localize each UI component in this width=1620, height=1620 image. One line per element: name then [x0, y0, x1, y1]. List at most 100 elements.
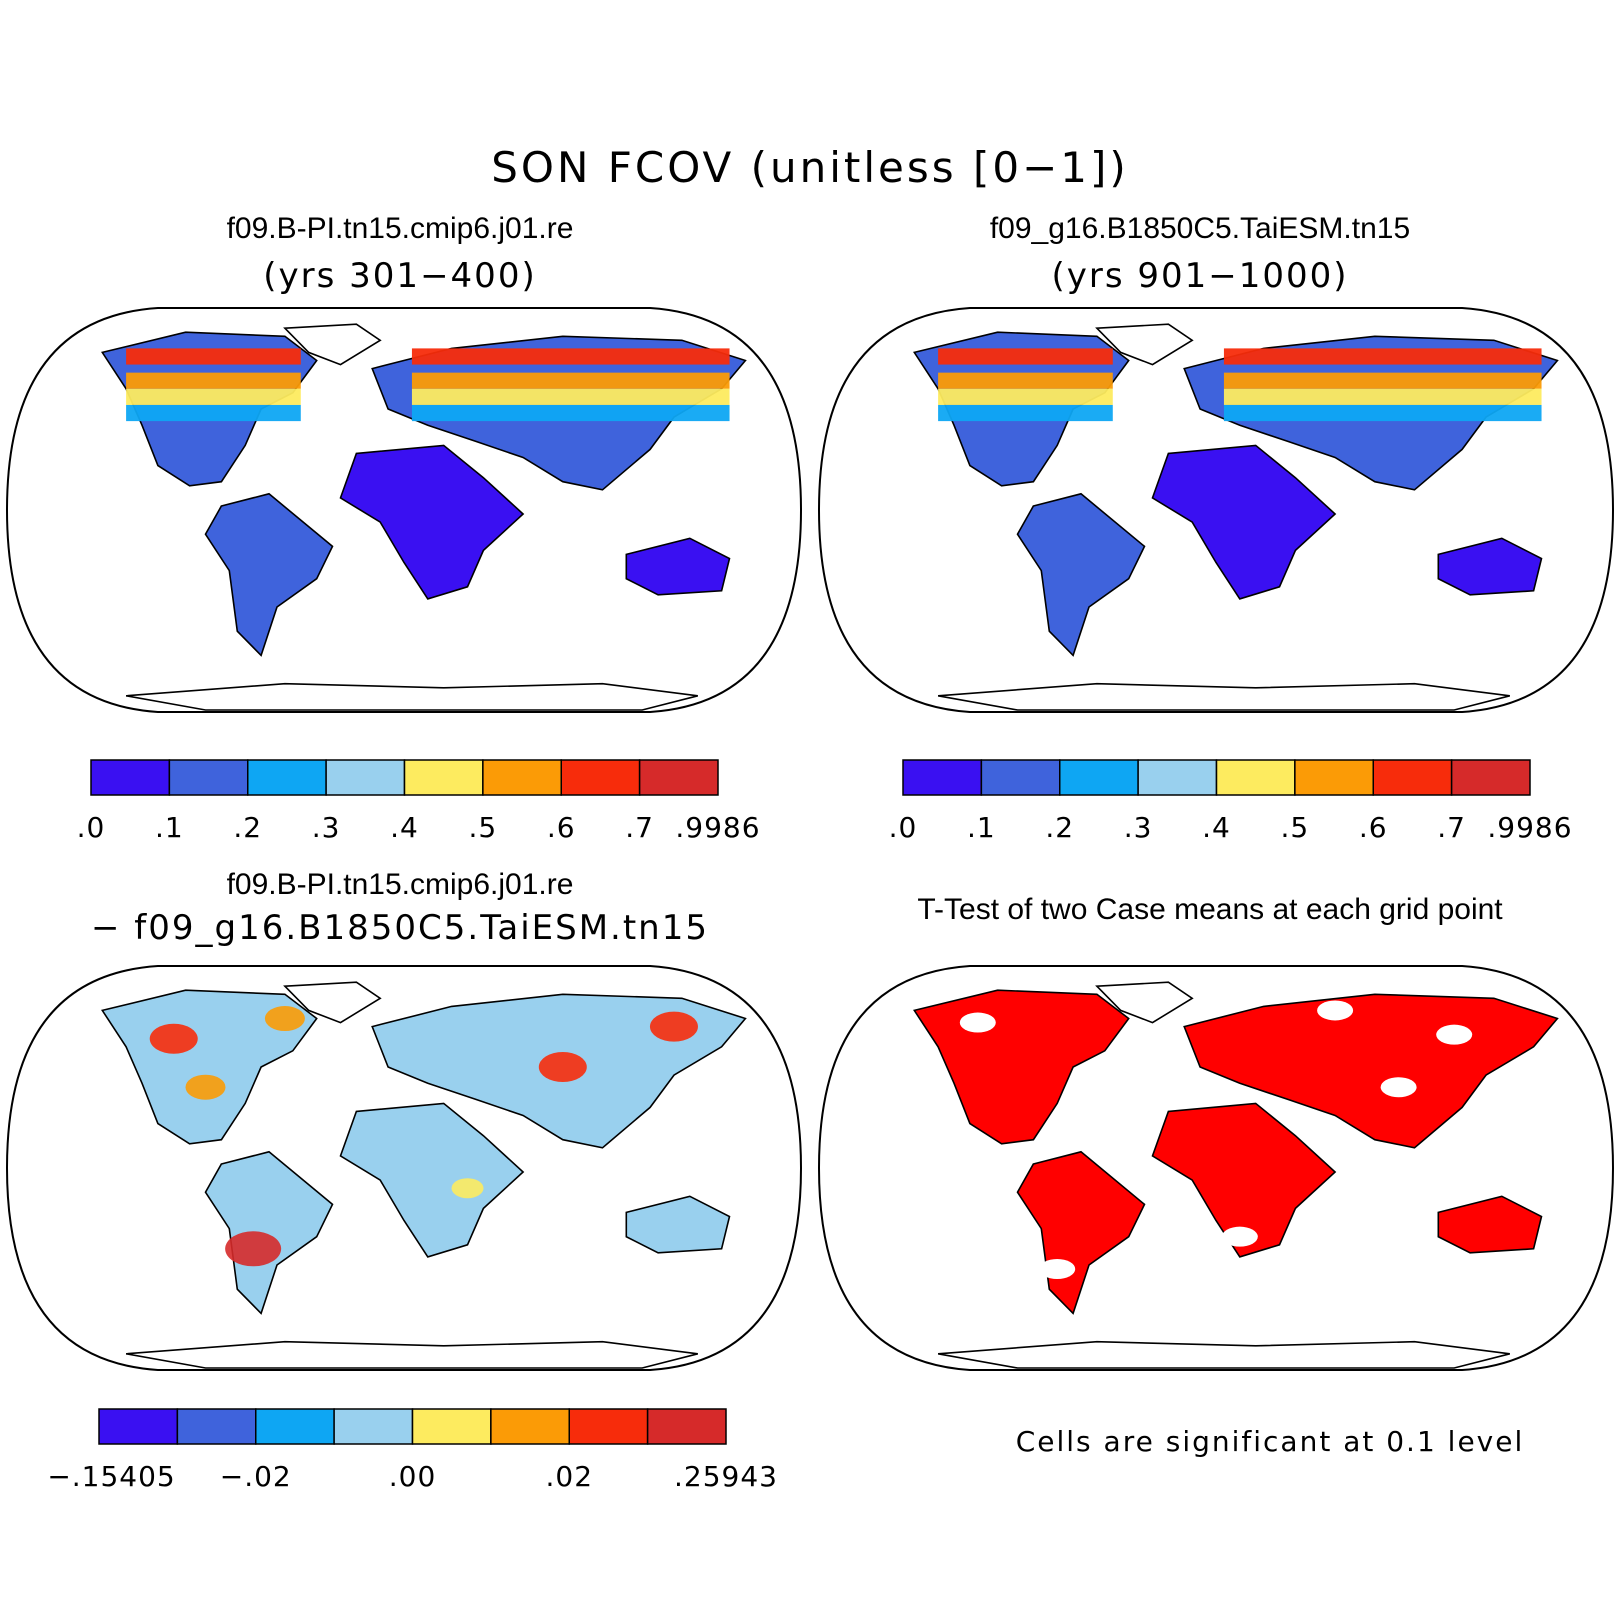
colorbar-tick-label: .4	[1202, 811, 1231, 844]
panel1-case-name: f09.B-PI.tn15.cmip6.j01.re	[226, 212, 574, 245]
continent-samerica	[1016, 492, 1146, 657]
eurasia-band	[411, 348, 730, 365]
colorbar-tick-label: .6	[1359, 811, 1388, 844]
colorbar-tick-label: .6	[547, 811, 576, 844]
colorbar-swatch	[560, 759, 641, 796]
colorbar-swatch	[168, 759, 249, 796]
namerica-band	[126, 388, 301, 405]
difference-patch	[538, 1052, 587, 1082]
non-significant-area	[959, 1012, 996, 1033]
continent-antarctica	[937, 682, 1510, 711]
colorbar-tick-label: .1	[967, 811, 996, 844]
continent-greenland	[283, 323, 382, 366]
colorbar-swatch	[1450, 759, 1531, 796]
continent-africa	[339, 1102, 525, 1258]
colorbar-swatch	[403, 759, 484, 796]
colorbar-swatch	[568, 1408, 649, 1445]
colorbar-tick-label: .5	[469, 811, 498, 844]
colorbar-swatch	[1059, 759, 1139, 796]
colorbar-swatch	[333, 1408, 414, 1445]
colorbar-tick-label: .7	[1437, 811, 1466, 844]
colorbar-tick-label: .3	[1124, 811, 1153, 844]
colorbar-swatch	[90, 759, 171, 796]
panel3-case-name: f09.B-PI.tn15.cmip6.j01.re	[226, 868, 574, 901]
colorbar-tick-label: .5	[1281, 811, 1310, 844]
colorbar-swatch	[646, 1408, 727, 1445]
continent-greenland	[1095, 323, 1194, 366]
continent-antarctica	[125, 682, 698, 711]
colorbar-swatch	[411, 1408, 492, 1445]
colorbar-swatch	[176, 1408, 257, 1445]
namerica-band	[126, 372, 301, 389]
eurasia-band	[411, 388, 730, 405]
continent-greenland	[283, 981, 382, 1024]
colorbar-tick-label: .0	[77, 811, 106, 844]
colorbar-swatch	[490, 1408, 570, 1445]
map-case2	[817, 307, 1615, 713]
panel2-case-name: f09_g16.B1850C5.TaiESM.tn15	[989, 212, 1411, 245]
colorbar-difference: −.15405 −.02 .00 .02 .25943	[47, 1408, 778, 1493]
namerica-band	[126, 404, 301, 422]
colorbar-tick-label: −.02	[220, 1460, 292, 1493]
continent-antarctica	[937, 1340, 1510, 1369]
panel3-subtitle: − f09_g16.B1850C5.TaiESM.tn15	[91, 908, 709, 948]
colorbar-swatch	[1294, 759, 1374, 796]
continent-samerica	[204, 1150, 334, 1315]
namerica-band	[938, 404, 1113, 422]
difference-patch	[451, 1178, 484, 1199]
difference-patch	[225, 1231, 282, 1267]
panel1-years: (yrs 301−400)	[263, 256, 537, 296]
colorbar-swatch	[1372, 759, 1453, 796]
difference-patch	[264, 1006, 305, 1032]
non-significant-area	[1039, 1259, 1076, 1279]
continent-australia	[1437, 537, 1543, 596]
colorbar-tick-label: .3	[312, 811, 341, 844]
colorbar-swatch	[1215, 759, 1296, 796]
non-significant-area	[1380, 1077, 1417, 1098]
eurasia-band	[411, 372, 730, 389]
namerica-band	[126, 348, 301, 365]
continent-namerica	[101, 989, 318, 1145]
colorbar-tick-label: .25943	[674, 1460, 778, 1493]
difference-patch	[185, 1074, 226, 1100]
colorbar-swatch	[902, 759, 983, 796]
difference-patch	[649, 1011, 698, 1042]
significance-note: Cells are significant at 0.1 level	[1015, 1425, 1525, 1458]
continent-australia	[1437, 1195, 1543, 1254]
colorbar-tick-label: .2	[1045, 811, 1074, 844]
map-ttest	[817, 965, 1615, 1371]
colorbar-tick-label: −.15405	[47, 1460, 175, 1493]
namerica-band	[938, 348, 1113, 365]
panel2-years: (yrs 901−1000)	[1051, 256, 1349, 296]
continent-australia	[625, 1195, 731, 1254]
colorbar-swatch	[980, 759, 1061, 796]
colorbar-tick-label: .2	[233, 811, 262, 844]
colorbar-case2: .0 .1 .2 .3 .4 .5 .6 .7 .9986	[889, 759, 1572, 844]
continent-antarctica	[125, 1340, 698, 1369]
colorbar-tick-label: .7	[625, 811, 654, 844]
eurasia-band	[1223, 404, 1542, 422]
map-case1	[5, 307, 803, 713]
eurasia-band	[1223, 388, 1542, 405]
colorbar-swatch	[325, 759, 406, 796]
colorbar-tick-label: .02	[545, 1460, 593, 1493]
map-difference	[5, 965, 803, 1371]
namerica-band	[938, 388, 1113, 405]
colorbar-swatch	[638, 759, 719, 796]
eurasia-band	[1223, 348, 1542, 365]
colorbar-tick-label: .9986	[1487, 811, 1572, 844]
colorbar-swatch	[98, 1408, 179, 1445]
namerica-band	[938, 372, 1113, 389]
colorbar-tick-label: .4	[390, 811, 419, 844]
continent-greenland	[1095, 981, 1194, 1024]
colorbar-swatch	[482, 759, 562, 796]
continent-samerica	[204, 492, 334, 657]
continent-africa	[1151, 444, 1337, 600]
eurasia-band	[411, 404, 730, 422]
non-significant-area	[1436, 1024, 1473, 1045]
non-significant-area	[1221, 1226, 1258, 1247]
non-significant-area	[1317, 1000, 1354, 1021]
difference-patch	[149, 1023, 198, 1054]
